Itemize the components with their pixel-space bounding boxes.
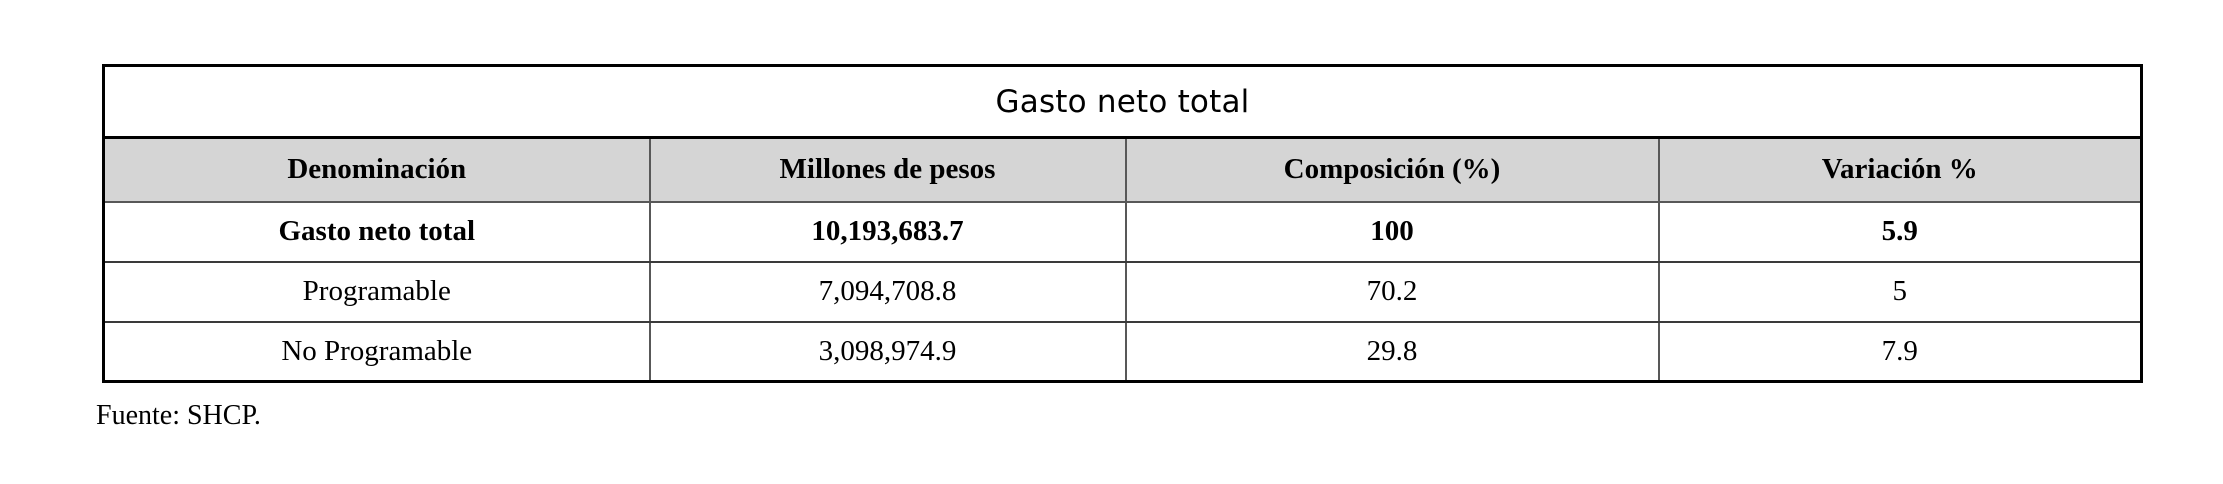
- table-title-row: Gasto neto total: [103, 65, 2142, 139]
- cell-composicion: 70.2: [1125, 261, 1660, 323]
- cell-denominacion: No Programable: [103, 321, 651, 382]
- cell-variacion: 7.9: [1658, 321, 2142, 382]
- cell-denominacion: Programable: [103, 261, 651, 323]
- cell-variacion: 5.9: [1658, 201, 2142, 263]
- cell-composicion: 100: [1125, 201, 1660, 263]
- table-row: Gasto neto total 10,193,683.7 100 5.9: [103, 201, 2142, 263]
- table-header-row: Denominación Millones de pesos Composici…: [103, 137, 2142, 203]
- source-note: Fuente: SHCP.: [96, 400, 261, 431]
- column-header-composicion: Composición (%): [1125, 137, 1660, 203]
- cell-millones-de-pesos: 3,098,974.9: [649, 321, 1127, 382]
- column-header-denominacion: Denominación: [103, 137, 651, 203]
- column-header-millones-de-pesos: Millones de pesos: [649, 137, 1127, 203]
- cell-composicion: 29.8: [1125, 321, 1660, 382]
- cell-variacion: 5: [1658, 261, 2142, 323]
- table-title: Gasto neto total: [103, 65, 2142, 139]
- column-header-variacion: Variación %: [1658, 137, 2142, 203]
- cell-millones-de-pesos: 10,193,683.7: [649, 201, 1127, 263]
- fiscal-table-container: Gasto neto total Denominación Millones d…: [102, 64, 2143, 383]
- cell-denominacion: Gasto neto total: [103, 201, 651, 263]
- table-row: Programable 7,094,708.8 70.2 5: [103, 261, 2142, 323]
- gasto-neto-total-table: Gasto neto total Denominación Millones d…: [102, 64, 2143, 383]
- cell-millones-de-pesos: 7,094,708.8: [649, 261, 1127, 323]
- table-row: No Programable 3,098,974.9 29.8 7.9: [103, 321, 2142, 382]
